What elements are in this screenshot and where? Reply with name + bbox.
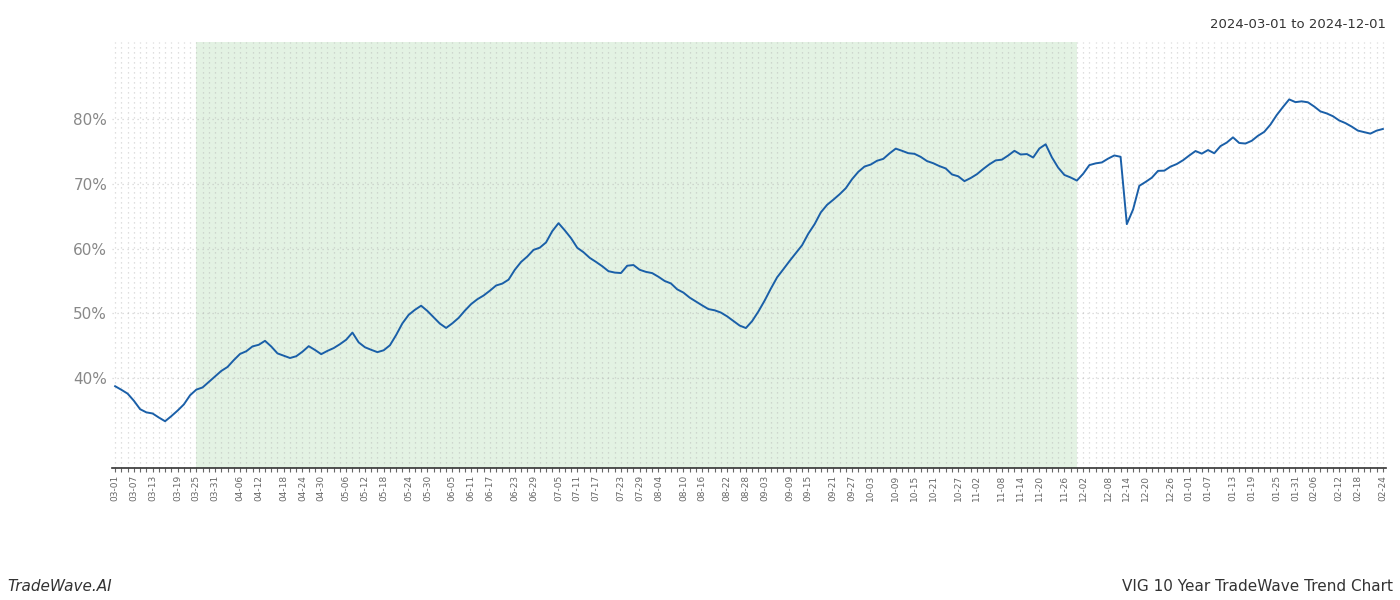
Text: 2024-03-01 to 2024-12-01: 2024-03-01 to 2024-12-01 bbox=[1210, 18, 1386, 31]
Bar bbox=[196, 42, 1077, 468]
Text: VIG 10 Year TradeWave Trend Chart: VIG 10 Year TradeWave Trend Chart bbox=[1121, 579, 1393, 594]
Text: TradeWave.AI: TradeWave.AI bbox=[7, 579, 112, 594]
